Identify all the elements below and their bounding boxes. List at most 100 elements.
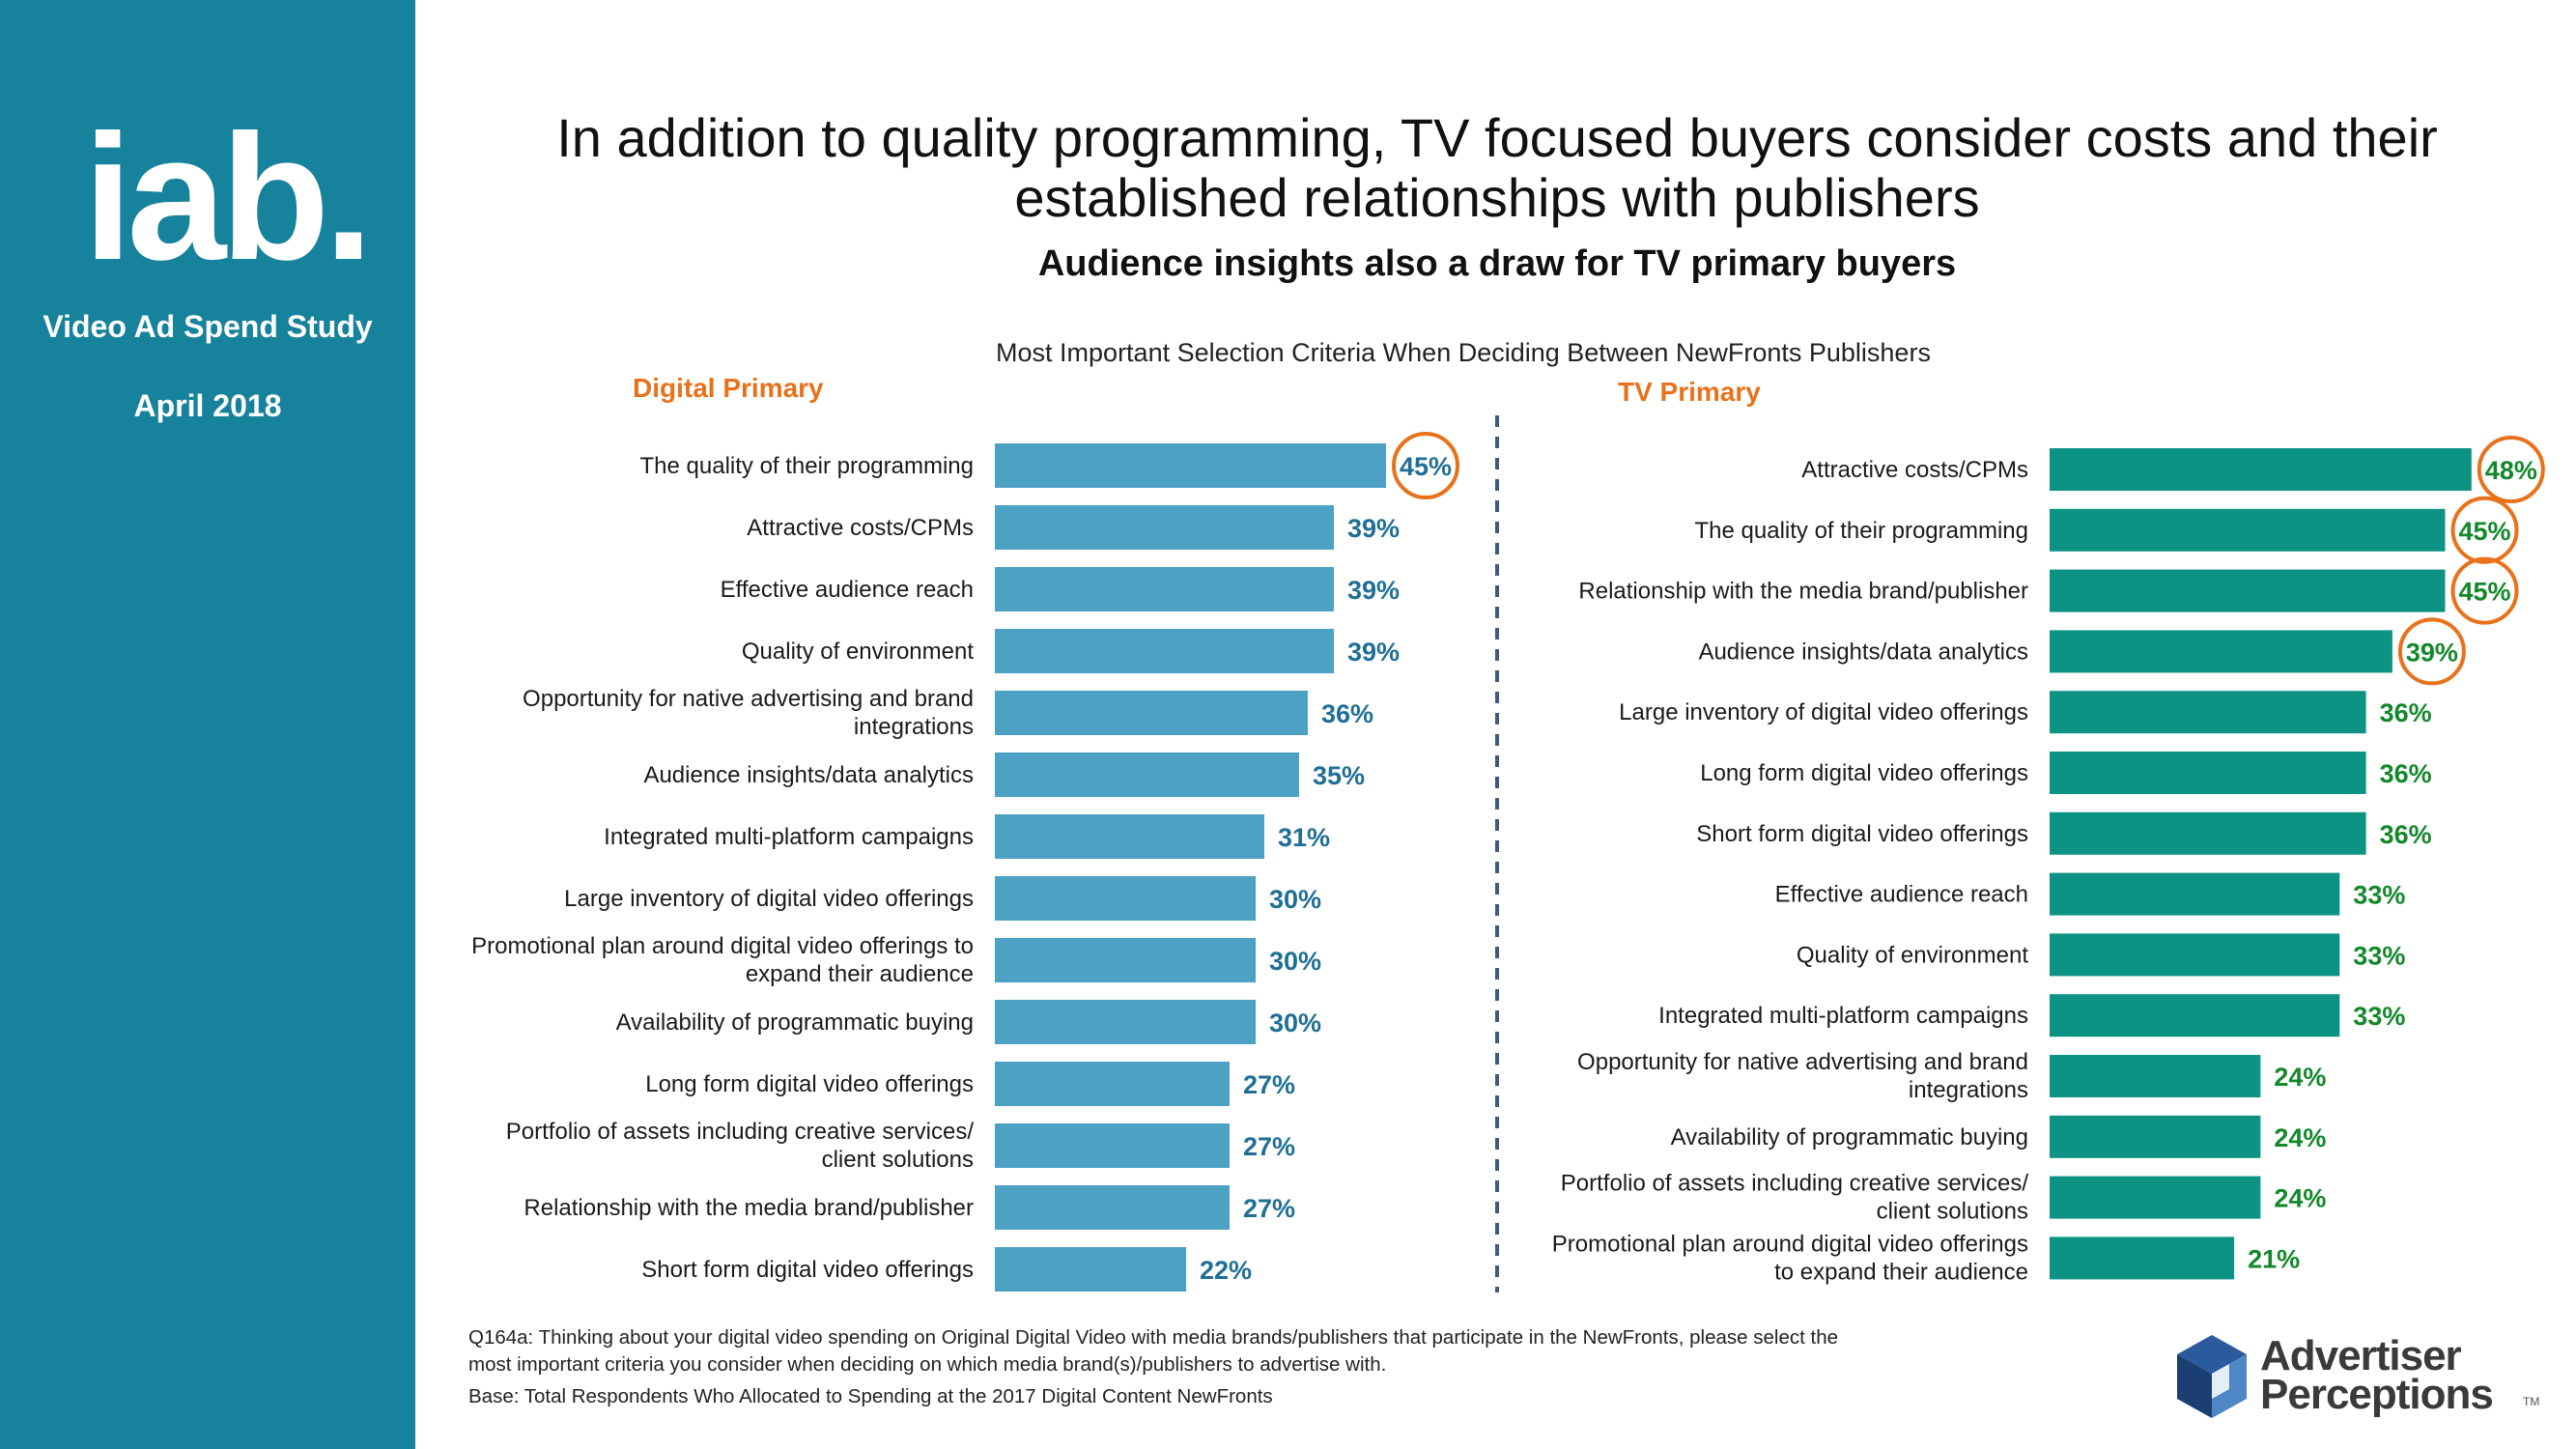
- tv-bar: [2050, 630, 2392, 673]
- digital-category-label: Large inventory of digital video offerin…: [564, 886, 974, 912]
- tv-category-label: Effective audience reach: [1775, 882, 2028, 908]
- tv-value-label: 33%: [2353, 1002, 2405, 1031]
- digital-category-label: Portfolio of assets including creative s…: [506, 1119, 975, 1173]
- digital-bar: [995, 505, 1334, 550]
- tv-bar: [2050, 1176, 2261, 1219]
- digital-value-label: 30%: [1269, 1009, 1321, 1037]
- title-line-1: In addition to quality programming, TV f…: [556, 107, 2438, 168]
- advertiser-perceptions-wordmark: Advertiser Perceptions: [2260, 1332, 2494, 1418]
- tv-value-label: 21%: [2248, 1244, 2300, 1273]
- digital-category-label: Availability of programmatic buying: [616, 1009, 974, 1036]
- footnote-question-line-2: most important criteria you consider whe…: [468, 1353, 1387, 1376]
- study-date: April 2018: [133, 388, 282, 423]
- digital-bar: [995, 567, 1334, 611]
- digital-bar: [995, 1185, 1230, 1230]
- digital-value-label: 35%: [1313, 761, 1365, 790]
- digital-category-label: The quality of their programming: [640, 453, 975, 479]
- tv-value-label: 36%: [2380, 759, 2432, 788]
- digital-value-label: 27%: [1243, 1070, 1295, 1099]
- digital-bar: [995, 753, 1299, 797]
- digital-category-label: Opportunity for native advertising and b…: [523, 686, 974, 740]
- tv-bar: [2050, 1055, 2261, 1097]
- tv-category-label: Quality of environment: [1797, 942, 2028, 968]
- digital-bar: [995, 1000, 1256, 1044]
- tv-category-label: Attractive costs/CPMs: [1801, 457, 2028, 483]
- digital-value-label: 45%: [1400, 452, 1452, 481]
- page-title: In addition to quality programming, TV f…: [425, 108, 2569, 228]
- tv-value-label: 36%: [2380, 698, 2432, 727]
- tv-highlight-circle: [2477, 436, 2545, 503]
- digital-bar: [995, 443, 1386, 488]
- tv-category-label: Integrated multi-platform campaigns: [1658, 1003, 2028, 1029]
- advertiser-perceptions-logo-icon: [2177, 1335, 2247, 1418]
- digital-value-label: 39%: [1347, 576, 1400, 605]
- study-name: Video Ad Spend Study: [42, 309, 373, 344]
- tv-category-label: Relationship with the media brand/publis…: [1578, 579, 2028, 605]
- tv-category-label: Opportunity for native advertising and b…: [1577, 1049, 2028, 1103]
- tv-value-label: 33%: [2353, 941, 2405, 970]
- tv-bar: [2050, 569, 2446, 612]
- brand-line-1: Advertiser: [2260, 1332, 2462, 1379]
- digital-value-label: 39%: [1347, 638, 1400, 667]
- tv-category-label: Audience insights/data analytics: [1698, 639, 2028, 665]
- digital-bar: [995, 876, 1256, 921]
- digital-category-label: Attractive costs/CPMs: [747, 515, 974, 541]
- tv-bar: [2050, 691, 2366, 734]
- tv-primary-chart: Attractive costs/CPMs 48% The quality of t…: [1552, 436, 2545, 1285]
- tv-bar: [2050, 811, 2366, 855]
- digital-category-label: Effective audience reach: [721, 577, 974, 603]
- digital-value-label: 31%: [1278, 823, 1330, 852]
- digital-value-label: 30%: [1269, 885, 1321, 914]
- digital-category-label: Quality of environment: [742, 639, 974, 665]
- digital-bar: [995, 1247, 1186, 1292]
- digital-bar: [995, 1123, 1230, 1168]
- chart-caption: Most Important Selection Criteria When D…: [996, 338, 1931, 367]
- digital-value-label: 30%: [1269, 947, 1321, 976]
- digital-value-label: 36%: [1321, 699, 1373, 728]
- tv-category-label: Portfolio of assets including creative s…: [1561, 1171, 2029, 1225]
- digital-value-label: 27%: [1243, 1132, 1295, 1161]
- sidebar: iab. Video Ad Spend Study April 2018: [0, 0, 415, 1449]
- tv-highlight-circle: [2450, 556, 2519, 625]
- tv-value-label: 24%: [2274, 1063, 2326, 1092]
- iab-logo: iab.: [83, 114, 363, 278]
- tv-category-label: Large inventory of digital video offerin…: [1619, 699, 2028, 725]
- tv-category-label: Short form digital video offerings: [1696, 821, 2028, 847]
- digital-bar: [995, 691, 1308, 735]
- tv-value-label: 24%: [2274, 1123, 2326, 1152]
- digital-category-label: Short form digital video offerings: [641, 1257, 974, 1283]
- title-line-2: established relationships with publisher…: [1014, 167, 1980, 228]
- tv-bar: [2050, 508, 2446, 552]
- tv-bar: [2050, 933, 2340, 977]
- tv-bar: [2050, 872, 2340, 916]
- tv-bar: [2050, 1115, 2261, 1158]
- digital-highlight-circle: [1392, 432, 1459, 499]
- footnote-question-line-1: Q164a: Thinking about your digital video…: [468, 1326, 1838, 1349]
- digital-bar: [995, 629, 1334, 673]
- tv-value-label: 33%: [2353, 881, 2405, 910]
- tv-bar: [2050, 1236, 2235, 1280]
- tv-highlight-circle: [2397, 617, 2466, 686]
- brand-trademark: TM: [2523, 1395, 2540, 1408]
- iab-logo-text: iab.: [83, 114, 363, 278]
- tv-category-label: The quality of their programming: [1695, 518, 2029, 544]
- footnote-question: Q164a: Thinking about your digital video…: [468, 1324, 1838, 1378]
- digital-category-label: Audience insights/data analytics: [643, 762, 974, 788]
- tv-highlight-circle: [2450, 496, 2519, 564]
- tv-bar: [2050, 994, 2340, 1037]
- digital-primary-chart: The quality of their programming 45% Attra…: [471, 432, 1459, 1292]
- panel-title-digital: Digital Primary: [633, 373, 824, 403]
- tv-value-label: 39%: [2406, 638, 2458, 667]
- tv-value-label: 45%: [2459, 517, 2511, 546]
- digital-category-label: Integrated multi-platform campaigns: [604, 824, 974, 850]
- tv-value-label: 45%: [2459, 578, 2511, 607]
- tv-bar: [2050, 448, 2472, 491]
- tv-category-label: Long form digital video offerings: [1700, 760, 2028, 786]
- digital-value-label: 22%: [1200, 1256, 1252, 1285]
- tv-bar: [2050, 752, 2366, 794]
- brand-line-2: Perceptions: [2260, 1371, 2494, 1418]
- page-subtitle: Audience insights also a draw for TV pri…: [1037, 243, 1957, 284]
- digital-category-label: Long form digital video offerings: [645, 1071, 974, 1097]
- digital-category-label: Promotional plan around digital video of…: [471, 933, 974, 987]
